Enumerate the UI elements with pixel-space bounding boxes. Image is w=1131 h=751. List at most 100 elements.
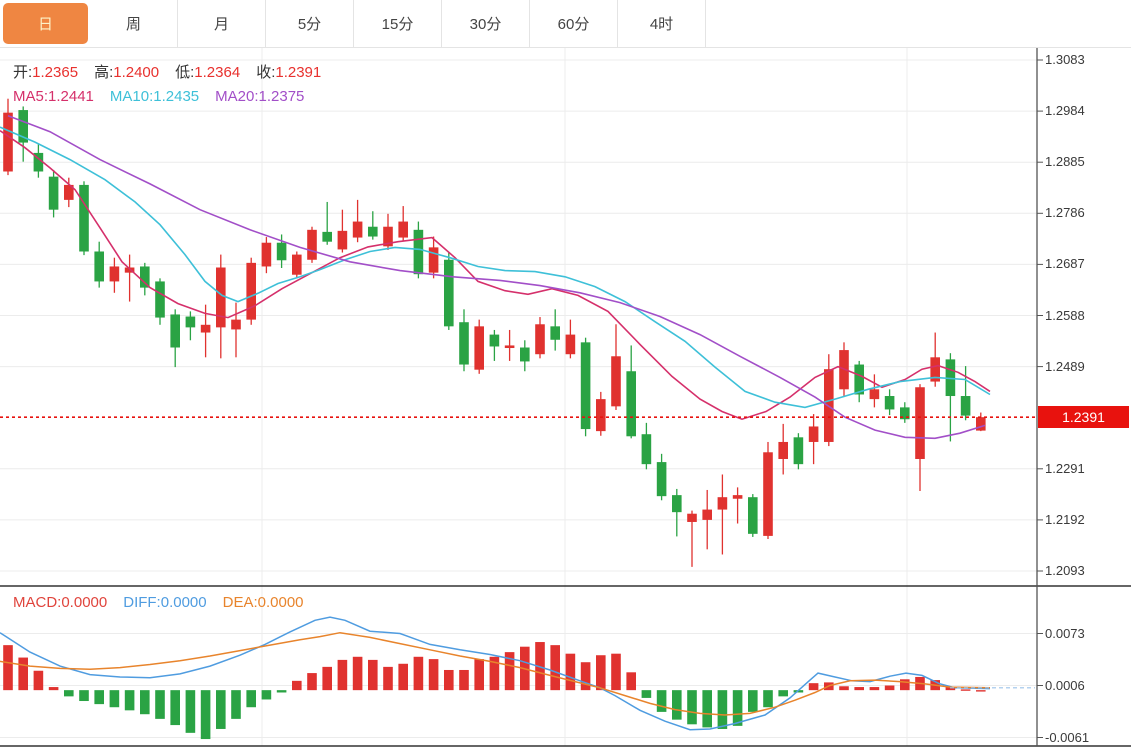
ma-legend-item: MA20:1.2375 <box>215 88 305 105</box>
macd-bar <box>155 690 165 719</box>
ma-legend-item: MA5:1.2441 <box>13 88 94 105</box>
candle-body <box>915 387 925 459</box>
macd-bar <box>884 685 895 691</box>
candle-body <box>246 262 256 320</box>
macd-bar <box>945 687 956 691</box>
candle-body <box>565 334 576 355</box>
macd-bar <box>64 690 74 697</box>
candle-body <box>611 356 621 407</box>
candle-body <box>3 112 13 172</box>
candle-body <box>200 324 211 333</box>
macd-bar <box>641 690 652 698</box>
macd-bar <box>368 659 378 691</box>
macd-bar <box>763 690 773 708</box>
macd-bar <box>900 679 910 691</box>
macd-bar <box>748 690 758 712</box>
macd-bar <box>352 656 363 691</box>
tab-5min[interactable]: 5分 <box>266 0 354 47</box>
candle-body <box>535 324 545 355</box>
macd-bar <box>398 663 408 691</box>
macd-bar <box>246 690 256 708</box>
macd-bar <box>869 687 880 691</box>
ohlc-legend: 开:1.2365 高:1.2400 低:1.2364 收:1.2391 <box>13 61 337 82</box>
macd-bar <box>33 670 44 691</box>
tab-60min[interactable]: 60分 <box>530 0 618 47</box>
candle-body <box>276 242 287 261</box>
candle-body <box>459 322 469 365</box>
macd-bar <box>48 687 59 691</box>
macd-legend-item: DEA:0.0000 <box>222 594 304 611</box>
candle-body <box>580 342 591 430</box>
price-axis-label: 1.3083 <box>1045 52 1085 67</box>
macd-bar <box>960 689 971 691</box>
macd-legend-item: MACD:0.0000 <box>13 594 108 611</box>
candle-body <box>413 229 424 275</box>
macd-bar <box>672 690 682 720</box>
ma-legend: MA5:1.2441 MA10:1.2435 MA20:1.2375 <box>13 88 320 105</box>
candle-body <box>702 509 712 520</box>
macd-bar <box>216 690 226 729</box>
macd-bar <box>717 690 728 729</box>
candle-body <box>337 230 348 250</box>
candle-body <box>672 495 682 513</box>
macd-bar <box>596 655 606 691</box>
macd-axis-label: 0.0073 <box>1045 625 1085 641</box>
tab-month[interactable]: 月 <box>178 0 266 47</box>
macd-bar <box>808 683 819 691</box>
ma-line-ma5 <box>0 130 991 421</box>
candle-body <box>900 407 910 420</box>
macd-legend-item: DIFF:0.0000 <box>123 594 207 611</box>
tab-week[interactable]: 周 <box>90 0 178 47</box>
price-axis-label: 1.2093 <box>1045 563 1085 578</box>
macd-bar <box>565 653 576 691</box>
tab-30min[interactable]: 30分 <box>442 0 530 47</box>
candle-body <box>596 399 606 432</box>
candle-body <box>428 247 439 273</box>
macd-bar <box>489 656 500 691</box>
candle-body <box>170 314 180 348</box>
current-price-value: 1.2391 <box>1062 409 1105 426</box>
candle-body <box>687 513 697 522</box>
candle-body <box>33 152 44 172</box>
candle-body <box>398 221 408 238</box>
macd-bar <box>337 659 348 691</box>
macd-bar <box>94 690 104 705</box>
candle-body <box>109 266 120 282</box>
tab-day[interactable]: 日 <box>3 3 88 44</box>
candle-body <box>18 110 28 143</box>
candle-body <box>808 426 819 442</box>
candle-body <box>474 326 484 370</box>
candle-body <box>732 495 743 499</box>
candle-body <box>489 334 500 347</box>
candle-body <box>748 497 758 534</box>
macd-bar <box>185 690 196 733</box>
candle-body <box>140 266 150 288</box>
macd-bar <box>550 645 560 691</box>
macd-bar <box>276 690 287 693</box>
macd-bar <box>687 690 697 725</box>
macd-bar <box>459 669 469 691</box>
macd-bar <box>170 690 180 726</box>
candle-body <box>368 226 378 237</box>
candle-body <box>48 176 59 210</box>
macd-bar <box>535 642 545 691</box>
macd-bar <box>322 666 332 691</box>
candle-body <box>884 396 895 410</box>
macd-bar <box>474 659 484 691</box>
candle-body <box>793 437 804 465</box>
interval-tab-bar: 日周月 5分 15分 30分 60分 4时 <box>0 0 1131 48</box>
candle-body <box>504 345 515 349</box>
macd-bar <box>140 690 150 715</box>
tab-4hour[interactable]: 4时 <box>618 0 706 47</box>
tab-15min[interactable]: 15分 <box>354 0 442 47</box>
macd-bar <box>124 690 135 711</box>
macd-bar <box>444 669 454 691</box>
ma-line-ma20 <box>7 114 986 440</box>
candle-body <box>322 231 332 242</box>
macd-bar <box>732 690 743 726</box>
dea-line <box>0 631 991 716</box>
macd-bar <box>18 657 28 691</box>
ohlc-legend-item: 低:1.2364 <box>175 64 241 81</box>
macd-bar <box>383 666 393 691</box>
